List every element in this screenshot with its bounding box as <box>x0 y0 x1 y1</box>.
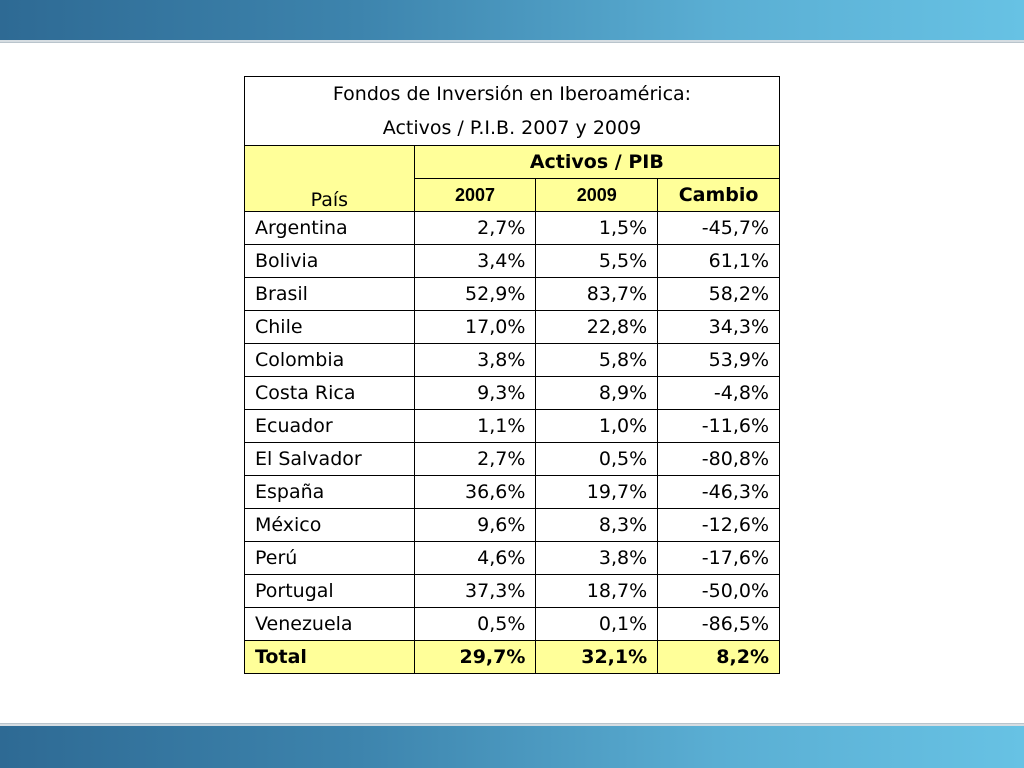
table-row: Argentina 2,7% 1,5% -45,7% <box>244 211 780 245</box>
cell-2007: 17,0% <box>413 310 537 344</box>
cell-cambio: -17,6% <box>657 541 780 575</box>
header-row-2: 2007 2009 Cambio <box>245 178 780 212</box>
table-row: España 36,6% 19,7% -46,3% <box>244 475 780 509</box>
cell-2007: 0,5% <box>413 607 537 641</box>
total-2007: 29,7% <box>413 640 537 674</box>
cell-cambio: -80,8% <box>657 442 780 476</box>
cell-pais: Costa Rica <box>244 376 415 410</box>
cell-cambio: -50,0% <box>657 574 780 608</box>
cell-2009: 22,8% <box>535 310 659 344</box>
cell-2007: 3,4% <box>413 244 537 278</box>
cell-2007: 4,6% <box>413 541 537 575</box>
cell-cambio: -12,6% <box>657 508 780 542</box>
fondos-table: Fondos de Inversión en Iberoamérica: Act… <box>244 76 781 674</box>
cell-2009: 19,7% <box>535 475 659 509</box>
cell-2009: 0,5% <box>535 442 659 476</box>
table-title-line-2: Activos / P.I.B. 2007 y 2009 <box>382 117 642 139</box>
header-row-1: País Activos / PIB <box>244 145 781 212</box>
header-pais: País <box>244 145 415 212</box>
table-row: El Salvador 2,7% 0,5% -80,8% <box>244 442 780 476</box>
cell-cambio: -4,8% <box>657 376 780 410</box>
cell-cambio: 34,3% <box>657 310 780 344</box>
table-row: Brasil 52,9% 83,7% 58,2% <box>244 277 780 311</box>
cell-cambio: -45,7% <box>657 211 780 245</box>
cell-2009: 8,3% <box>535 508 659 542</box>
table-row: Perú 4,6% 3,8% -17,6% <box>244 541 780 575</box>
cell-pais: México <box>244 508 415 542</box>
table-row: Portugal 37,3% 18,7% -50,0% <box>244 574 780 608</box>
table-row: Venezuela 0,5% 0,1% -86,5% <box>244 607 780 641</box>
cell-pais: El Salvador <box>244 442 415 476</box>
table-row: Colombia 3,8% 5,8% 53,9% <box>244 343 780 377</box>
table-row: Bolivia 3,4% 5,5% 61,1% <box>244 244 780 278</box>
cell-2009: 1,5% <box>535 211 659 245</box>
cell-2009: 83,7% <box>535 277 659 311</box>
cell-2009: 0,1% <box>535 607 659 641</box>
total-2009: 32,1% <box>535 640 659 674</box>
cell-2009: 5,8% <box>535 343 659 377</box>
cell-pais: Ecuador <box>244 409 415 443</box>
total-label: Total <box>244 640 415 674</box>
table-title-row: Fondos de Inversión en Iberoamérica: Act… <box>244 76 780 146</box>
table-row: Costa Rica 9,3% 8,9% -4,8% <box>244 376 780 410</box>
cell-2007: 9,6% <box>413 508 537 542</box>
cell-2007: 9,3% <box>413 376 537 410</box>
cell-2009: 8,9% <box>535 376 659 410</box>
cell-2009: 5,5% <box>535 244 659 278</box>
cell-pais: Bolivia <box>244 244 415 278</box>
cell-cambio: 53,9% <box>657 343 780 377</box>
table-row: Chile 17,0% 22,8% 34,3% <box>244 310 780 344</box>
table-title-line-1: Fondos de Inversión en Iberoamérica: <box>332 83 692 105</box>
cell-2007: 1,1% <box>413 409 537 443</box>
total-row: Total 29,7% 32,1% 8,2% <box>244 640 780 674</box>
cell-cambio: 61,1% <box>657 244 780 278</box>
cell-pais: España <box>244 475 415 509</box>
cell-pais: Portugal <box>244 574 415 608</box>
total-cambio: 8,2% <box>657 640 780 674</box>
cell-cambio: -11,6% <box>657 409 780 443</box>
table-row: Ecuador 1,1% 1,0% -11,6% <box>244 409 780 443</box>
bottom-decorative-band <box>0 724 1024 768</box>
cell-pais: Colombia <box>244 343 415 377</box>
table-row: México 9,6% 8,3% -12,6% <box>244 508 780 542</box>
cell-2007: 36,6% <box>413 475 537 509</box>
cell-2009: 18,7% <box>535 574 659 608</box>
cell-2009: 1,0% <box>535 409 659 443</box>
cell-pais: Brasil <box>244 277 415 311</box>
header-cambio: Cambio <box>657 178 780 212</box>
cell-pais: Chile <box>244 310 415 344</box>
cell-cambio: -86,5% <box>657 607 780 641</box>
cell-cambio: 58,2% <box>657 277 780 311</box>
top-decorative-band <box>0 0 1024 42</box>
cell-2007: 3,8% <box>413 343 537 377</box>
header-2009: 2009 <box>535 178 659 212</box>
header-activos-pib: Activos / PIB <box>413 145 781 179</box>
cell-2009: 3,8% <box>535 541 659 575</box>
cell-cambio: -46,3% <box>657 475 780 509</box>
cell-pais: Venezuela <box>244 607 415 641</box>
cell-2007: 37,3% <box>413 574 537 608</box>
table-title: Fondos de Inversión en Iberoamérica: Act… <box>244 76 780 146</box>
cell-pais: Argentina <box>244 211 415 245</box>
cell-pais: Perú <box>244 541 415 575</box>
cell-2007: 52,9% <box>413 277 537 311</box>
header-2007: 2007 <box>413 178 537 212</box>
cell-2007: 2,7% <box>413 211 537 245</box>
cell-2007: 2,7% <box>413 442 537 476</box>
